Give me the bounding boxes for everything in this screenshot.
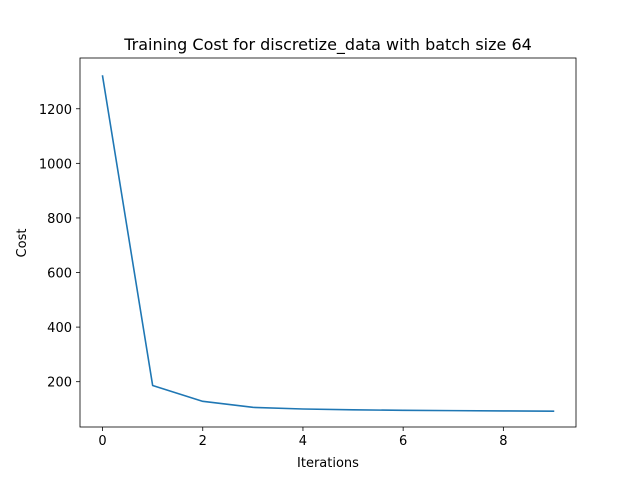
plot-area: 0 2 4 6 8 200 400 600 800 1000 1200 bbox=[39, 57, 577, 449]
y-tick-label: 800 bbox=[47, 212, 72, 227]
y-axis: 200 400 600 800 1000 1200 bbox=[39, 103, 80, 391]
x-tick-label: 2 bbox=[199, 434, 207, 449]
x-tick-label: 4 bbox=[299, 434, 307, 449]
cost-series-line bbox=[101, 75, 555, 412]
y-tick-label: 200 bbox=[47, 376, 72, 391]
y-tick-label: 600 bbox=[47, 267, 72, 282]
y-tick-label: 1200 bbox=[39, 103, 72, 118]
chart-title: Training Cost for discretize_data with b… bbox=[123, 35, 532, 55]
x-tick-label: 8 bbox=[499, 434, 507, 449]
x-axis: 0 2 4 6 8 bbox=[98, 427, 507, 449]
y-tick-label: 400 bbox=[47, 321, 72, 336]
y-axis-label: Cost bbox=[15, 229, 30, 258]
x-tick-label: 0 bbox=[98, 434, 106, 449]
series-group bbox=[101, 75, 555, 412]
y-tick-label: 1000 bbox=[39, 157, 72, 172]
x-tick-label: 6 bbox=[399, 434, 407, 449]
axes-frame bbox=[79, 57, 577, 428]
x-axis-label: Iterations bbox=[297, 456, 359, 471]
